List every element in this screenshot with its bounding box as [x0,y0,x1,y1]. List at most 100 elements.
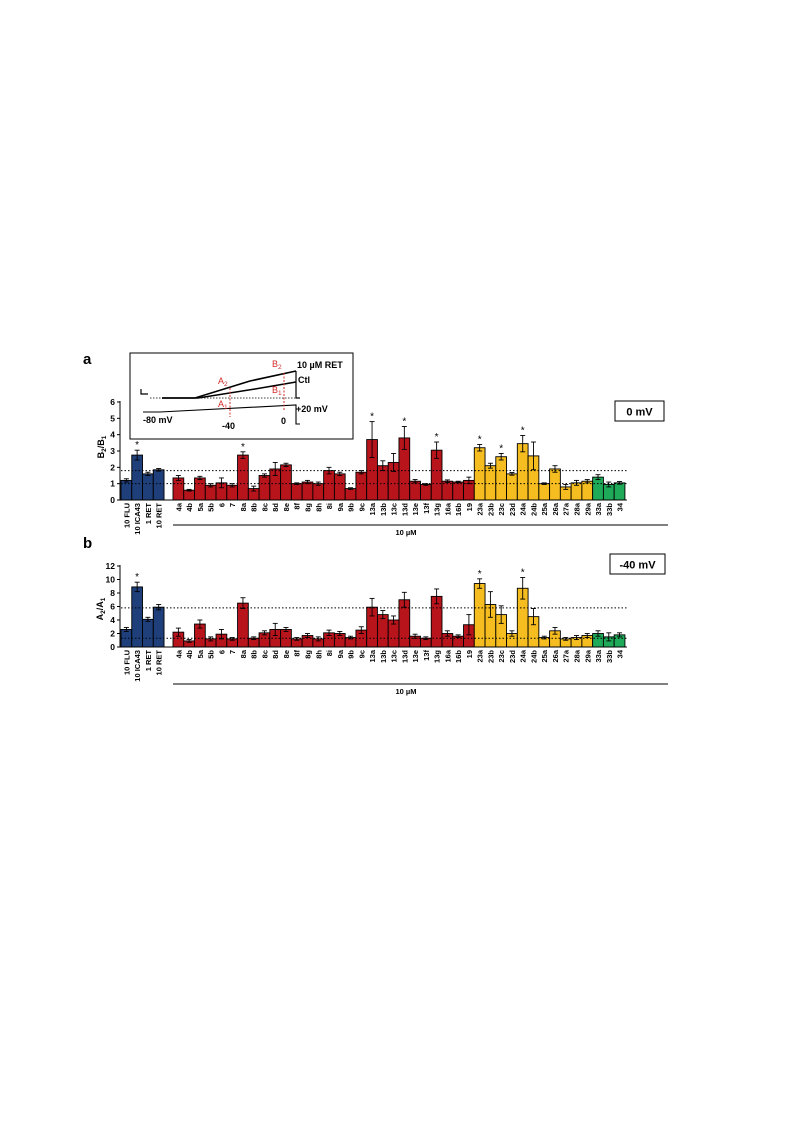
bar [131,586,143,648]
bar [538,483,551,501]
x-tick-label: 8b [250,503,259,512]
x-tick-label: 33b [605,650,614,663]
bar [376,614,389,648]
x-tick-label: 8g [304,503,313,512]
x-tick-label: 29a [583,502,592,515]
x-tick-label: 13g [433,650,442,663]
x-tick-label: 4b [185,503,194,512]
y-tick-label: 5 [110,413,115,423]
significance-marker: * [135,572,139,583]
significance-marker: * [478,434,482,445]
panel-b-ylabel: A2/A1 [95,597,107,620]
x-tick-label: 23c [497,650,506,663]
bar [152,469,165,501]
significance-marker: * [521,425,525,436]
x-tick-label: 16a [443,649,452,662]
bar [473,583,486,648]
bar [226,484,239,501]
x-tick-label: 4a [174,502,183,511]
y-tick-label: 4 [110,430,115,440]
significance-marker: * [521,567,525,578]
protocol-inset: A2 A1 B2 B1 10 µM RET Ctl -80 mV -40 0 +… [129,352,354,440]
x-tick-label: 9a [336,502,345,511]
x-tick-label: 13a [368,502,377,515]
x-tick-label: 8h [314,503,323,512]
significance-marker: * [135,440,139,451]
inset-frame [129,352,354,440]
panel-b-ylabel-main: A [95,613,105,620]
x-tick-label: 19 [465,650,474,658]
x-tick-label: 8f [293,503,302,510]
bar [344,488,357,501]
x-tick-label: 13f [422,503,431,514]
inset-label-ctl: Ctl [298,375,310,385]
x-tick-label: 7 [228,503,237,507]
panel-a-ylabel-sub2: 1 [101,435,108,439]
panel-a-ylabel-sub1: 2 [101,448,108,452]
x-tick-label: 23d [508,650,517,663]
x-tick-label: 34 [616,502,625,511]
x-tick-label: 10 FLU [122,503,131,528]
y-tick-label: 2 [110,462,115,472]
inset-trace-ctl [162,381,297,399]
bar [355,471,368,501]
bar [131,454,143,501]
bar [333,473,346,501]
x-tick-label: 9b [347,650,356,659]
x-tick-label: 5b [207,650,216,659]
x-tick-label: 25a [540,502,549,515]
y-tick-label: 3 [110,446,115,456]
bar [312,483,325,501]
bar [506,473,518,501]
panel-b-condition-label: -40 mV [619,560,656,572]
x-tick-label: 8c [260,503,269,511]
x-tick-label: 33a [594,502,603,515]
x-tick-label: 10 RET [155,503,164,529]
bar [420,484,432,501]
y-tick-label: 12 [106,561,116,571]
x-tick-label: 10 FLU [122,650,131,675]
bar [204,484,217,501]
x-tick-label: 19 [465,503,474,511]
x-tick-label: 5a [196,649,205,658]
inset-marker-a2: A2 [218,376,228,388]
x-tick-label: 16b [454,650,463,663]
bar [301,481,314,501]
x-tick-label: 23b [486,650,495,663]
x-tick-label: 4a [174,649,183,658]
x-tick-label: 29a [583,649,592,662]
x-tick-label: 10 RET [155,650,164,676]
x-tick-label: 27a [562,502,571,515]
x-tick-label: 25a [540,649,549,662]
x-tick-label: 16a [443,502,452,515]
x-tick-label: 4b [185,650,194,659]
x-tick-label: 24b [529,650,538,663]
x-tick-label: 8c [260,650,269,658]
x-tick-label: 1 RET [144,503,153,525]
x-tick-label: 13e [411,503,420,516]
inset-marker-a1: A1 [218,399,228,411]
bar [120,479,133,501]
bar [613,482,626,501]
bar [120,629,133,648]
y-tick-label: 4 [110,615,115,625]
x-tick-label: 8e [282,650,291,658]
significance-marker: * [402,417,406,428]
panel-b-letter: b [83,535,92,552]
x-tick-label: 7 [228,650,237,654]
y-tick-label: 10 [106,575,116,585]
x-tick-label: 23a [476,649,485,662]
x-tick-label: 34 [616,649,625,658]
inset-voltage-ramp [143,404,300,425]
x-tick-label: 8g [304,650,313,659]
inset-label-v-40: -40 [222,421,235,431]
panel-a-condition-box: 0 mV [614,400,665,422]
x-tick-label: 13d [400,503,409,516]
inset-label-ret: 10 µM RET [297,360,343,370]
x-tick-label: 10 ICA43 [133,503,142,535]
inset-scale-bar [140,389,148,395]
x-tick-label: 13b [379,503,388,516]
significance-marker: * [241,442,245,453]
